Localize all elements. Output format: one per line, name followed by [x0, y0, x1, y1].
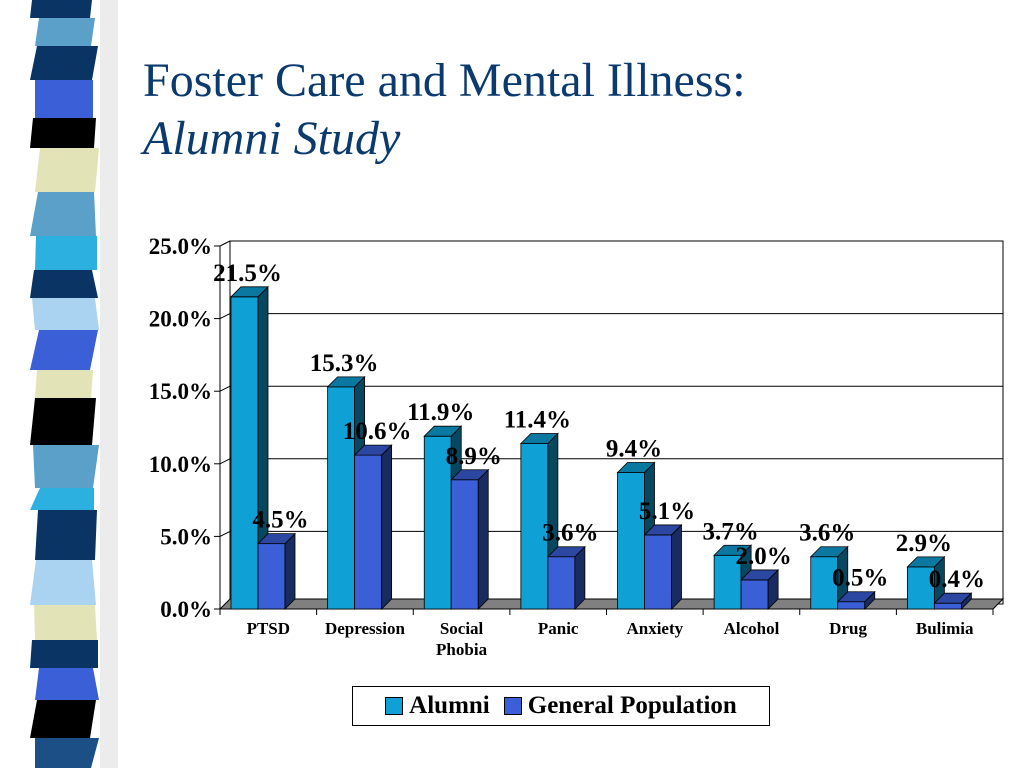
decorative-stripe	[0, 0, 118, 768]
gridline-side	[219, 313, 231, 320]
gridline-side	[219, 530, 231, 537]
bar-side	[477, 468, 489, 610]
gridline-side	[219, 385, 231, 392]
slide-title-main: Foster Care and Mental Illness:	[143, 54, 746, 107]
bar-front	[740, 579, 769, 610]
bar-general-population-social-phobia	[450, 468, 490, 610]
bar-top	[423, 425, 463, 437]
bar-front	[230, 296, 259, 610]
bar-top	[450, 469, 490, 481]
y-tick-label: 5.0%	[160, 524, 212, 549]
chart-legend: Alumni General Population	[352, 686, 770, 726]
y-tick-label: 15.0%	[149, 379, 212, 404]
data-label-alumni-social-phobia: 11.9%	[407, 399, 474, 426]
y-tick-label: 25.0%	[149, 234, 212, 259]
bar-top	[353, 444, 393, 456]
bar-front	[450, 479, 479, 610]
bar-alumni-drug	[809, 545, 849, 610]
bar-general-population-depression	[353, 444, 393, 610]
bar-alumni-ptsd	[230, 285, 269, 610]
bar-front	[520, 443, 549, 610]
bar-top	[713, 544, 753, 556]
bar-front	[327, 386, 356, 610]
y-tick-label: 20.0%	[149, 307, 212, 332]
legend-swatch-general-population	[503, 697, 522, 715]
legend-label-alumni: Alumni	[409, 692, 490, 719]
bar-front	[644, 534, 672, 610]
bar-general-population-panic	[546, 545, 586, 610]
bar-side	[381, 444, 393, 610]
bar-front	[354, 454, 383, 610]
bar-front	[933, 602, 962, 610]
bar-top	[326, 376, 366, 388]
bar-top	[809, 546, 849, 558]
data-label-general-population-bulimia: 0.4%	[929, 566, 985, 593]
gridline-side	[219, 458, 231, 465]
bar-general-population-drug	[836, 590, 876, 610]
bar-top	[836, 591, 876, 603]
y-tick-label: 10.0%	[149, 452, 212, 477]
bar-side	[284, 532, 296, 610]
bar-general-population-ptsd	[257, 532, 296, 610]
bar-top	[933, 592, 973, 604]
data-label-general-population-social-phobia: 8.9%	[446, 443, 502, 470]
legend-item-alumni: Alumni	[385, 692, 490, 720]
data-label-alumni-drug: 3.6%	[799, 520, 855, 547]
data-label-alumni-alcohol: 3.7%	[703, 518, 759, 545]
y-tick-label: 0.0%	[160, 597, 212, 622]
bar-top	[616, 462, 656, 473]
x-tick-label-drug: Drug	[829, 619, 867, 638]
legend-item-general-population: General Population	[503, 692, 737, 720]
bar-top	[230, 286, 269, 298]
slide-title: Foster Care and Mental Illness: Alumni S…	[143, 52, 746, 168]
data-label-alumni-bulimia: 2.9%	[896, 530, 952, 557]
bar-general-population-alcohol	[740, 568, 780, 610]
data-label-alumni-anxiety: 9.4%	[606, 436, 662, 463]
x-tick-label-alcohol: Alcohol	[724, 619, 780, 638]
data-label-general-population-depression: 10.6%	[343, 418, 412, 445]
gridline-side	[219, 240, 231, 247]
bar-side	[671, 523, 682, 610]
bar-top	[906, 556, 946, 568]
bar-top	[643, 524, 683, 536]
x-tick-label-depression: Depression	[325, 619, 406, 638]
bar-front	[547, 556, 576, 610]
data-label-general-population-anxiety: 5.1%	[639, 498, 695, 525]
data-label-general-population-alcohol: 2.0%	[736, 543, 792, 570]
data-label-general-population-ptsd: 4.5%	[252, 507, 308, 534]
legend-swatch-alumni	[385, 697, 404, 715]
bar-top	[546, 546, 586, 558]
data-label-alumni-ptsd: 21.5%	[213, 260, 282, 287]
x-tick-label-ptsd: PTSD	[247, 619, 290, 638]
bar-general-population-anxiety	[643, 523, 683, 610]
legend-label-general-population: General Population	[527, 692, 737, 719]
bar-general-population-bulimia	[933, 592, 973, 610]
data-label-general-population-panic: 3.6%	[542, 520, 598, 547]
x-tick-label-bulimia: Bulimia	[916, 619, 974, 638]
slide-subtitle: Alumni Study	[143, 112, 401, 165]
bar-side	[574, 545, 586, 610]
data-label-alumni-panic: 11.4%	[504, 406, 571, 433]
bar-front	[617, 472, 645, 610]
data-label-general-population-drug: 0.5%	[832, 565, 888, 592]
x-tick-label-anxiety: Anxiety	[626, 619, 683, 638]
data-label-alumni-depression: 15.3%	[310, 350, 379, 377]
bar-top	[519, 433, 559, 444]
bar-front	[257, 543, 286, 610]
bar-top	[257, 533, 296, 545]
x-tick-label-panic: Panic	[538, 619, 579, 638]
bar-top	[740, 569, 780, 581]
bar-front	[837, 601, 866, 610]
x-tick-label-social-phobia: Social Phobia	[436, 619, 488, 659]
